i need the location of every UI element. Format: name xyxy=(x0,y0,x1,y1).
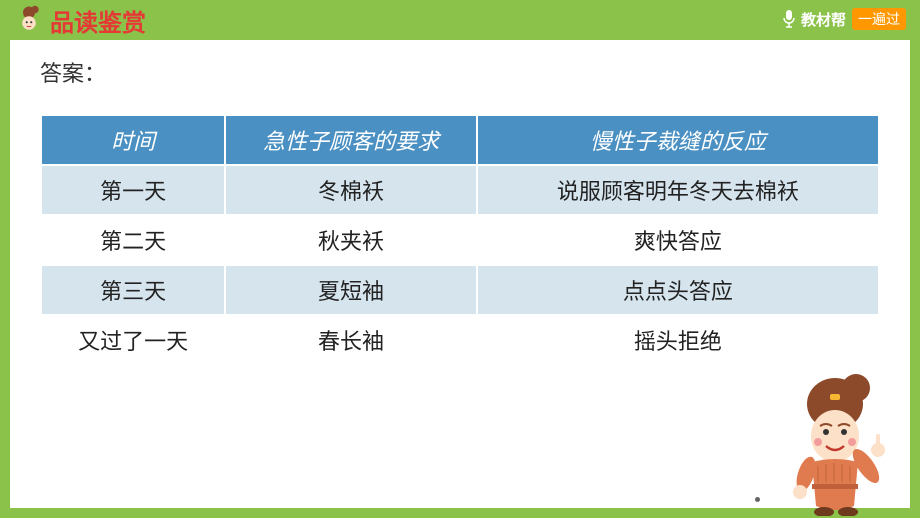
section-title: 品读鉴赏 xyxy=(50,3,146,38)
cell-request: 夏短袖 xyxy=(225,265,476,315)
cell-time: 第二天 xyxy=(41,215,225,265)
table-row: 第二天 秋夹袄 爽快答应 xyxy=(41,215,879,265)
mascot-icon xyxy=(770,366,900,516)
answer-table: 时间 急性子顾客的要求 慢性子裁缝的反应 第一天 冬棉袄 说服顾客明年冬天去棉袄… xyxy=(40,114,880,366)
th-time: 时间 xyxy=(41,115,225,165)
cell-request: 冬棉袄 xyxy=(225,165,476,215)
brand-area: 教材帮 一遍过 xyxy=(783,8,906,30)
cell-response: 爽快答应 xyxy=(477,215,879,265)
cell-time: 第一天 xyxy=(41,165,225,215)
brand-text: 教材帮 xyxy=(801,9,846,30)
brand-badge: 一遍过 xyxy=(852,8,906,30)
cell-response: 说服顾客明年冬天去棉袄 xyxy=(477,165,879,215)
table-row: 又过了一天 春长袖 摇头拒绝 xyxy=(41,315,879,365)
table-header-row: 时间 急性子顾客的要求 慢性子裁缝的反应 xyxy=(41,115,879,165)
cell-time: 又过了一天 xyxy=(41,315,225,365)
top-bar: 品读鉴赏 教材帮 一遍过 xyxy=(0,0,920,40)
answer-label: 答案： xyxy=(40,56,880,88)
microphone-icon xyxy=(783,10,795,28)
cell-response: 点点头答应 xyxy=(477,265,879,315)
cell-response: 摇头拒绝 xyxy=(477,315,879,365)
th-request: 急性子顾客的要求 xyxy=(225,115,476,165)
cell-request: 春长袖 xyxy=(225,315,476,365)
table-row: 第一天 冬棉袄 说服顾客明年冬天去棉袄 xyxy=(41,165,879,215)
content-area: 答案： 时间 急性子顾客的要求 慢性子裁缝的反应 第一天 冬棉袄 说服顾客明年冬… xyxy=(40,56,880,366)
table-row: 第三天 夏短袖 点点头答应 xyxy=(41,265,879,315)
page-indicator-icon xyxy=(755,497,760,502)
cell-time: 第三天 xyxy=(41,265,225,315)
th-response: 慢性子裁缝的反应 xyxy=(477,115,879,165)
avatar-small-icon xyxy=(14,5,44,35)
cell-request: 秋夹袄 xyxy=(225,215,476,265)
